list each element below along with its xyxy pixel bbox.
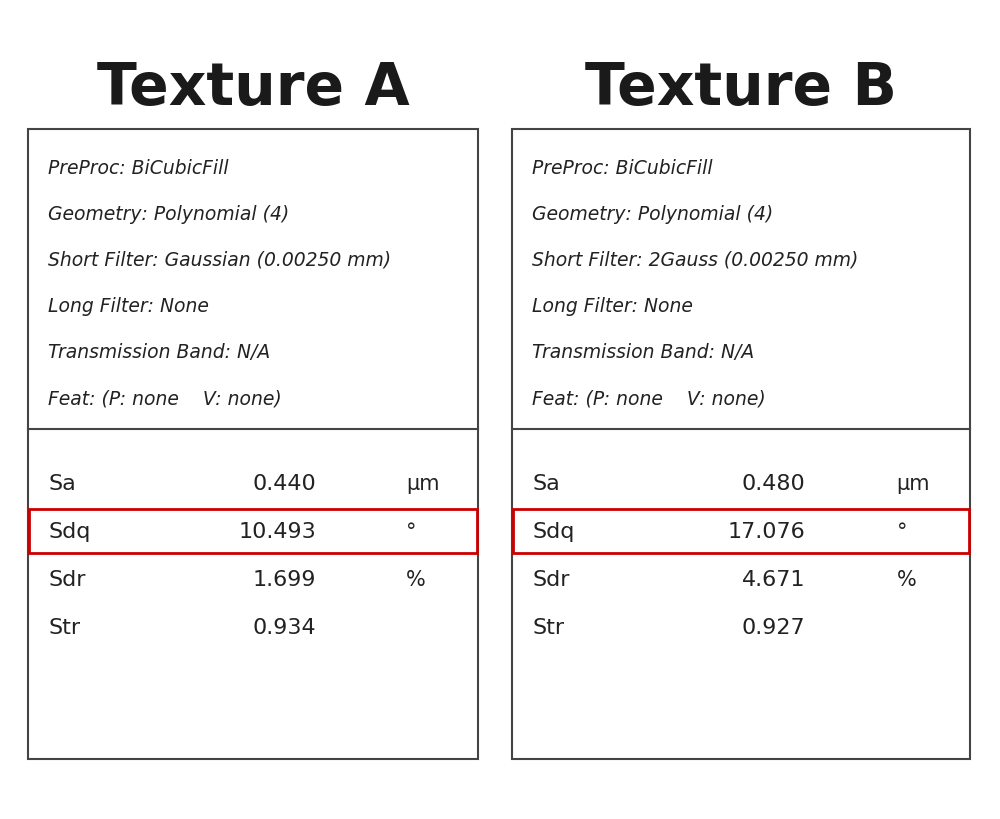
Text: Geometry: Polynomial (4): Geometry: Polynomial (4) (48, 205, 289, 224)
Text: %: % (406, 569, 426, 590)
Text: %: % (897, 569, 916, 590)
Text: PreProc: BiCubicFill: PreProc: BiCubicFill (48, 158, 229, 178)
Bar (512, 130, 970, 759)
Text: Geometry: Polynomial (4): Geometry: Polynomial (4) (532, 205, 773, 224)
Text: Sa: Sa (532, 473, 560, 493)
Text: 17.076: 17.076 (727, 522, 805, 541)
Text: μm: μm (406, 473, 440, 493)
Text: Short Filter: 2Gauss (0.00250 mm): Short Filter: 2Gauss (0.00250 mm) (532, 251, 858, 269)
Text: 0.440: 0.440 (252, 473, 316, 493)
Text: PreProc: BiCubicFill: PreProc: BiCubicFill (532, 158, 713, 178)
Text: Sdq: Sdq (532, 522, 574, 541)
Text: Sdr: Sdr (48, 569, 86, 590)
Text: Sa: Sa (48, 473, 76, 493)
Bar (28, 130, 478, 759)
Text: Short Filter: Gaussian (0.00250 mm): Short Filter: Gaussian (0.00250 mm) (48, 251, 391, 269)
Text: °: ° (897, 522, 907, 541)
Text: Transmission Band: N/A: Transmission Band: N/A (48, 343, 270, 362)
Bar (29, 509, 477, 554)
Text: Long Filter: None: Long Filter: None (532, 296, 693, 315)
Text: 0.480: 0.480 (741, 473, 805, 493)
Text: 4.671: 4.671 (742, 569, 805, 590)
Text: °: ° (406, 522, 416, 541)
Text: Texture B: Texture B (585, 60, 897, 117)
Text: Sdr: Sdr (532, 569, 570, 590)
Text: Texture A: Texture A (97, 60, 409, 117)
Text: μm: μm (897, 473, 930, 493)
Text: 1.699: 1.699 (252, 569, 316, 590)
Text: Str: Str (532, 618, 564, 637)
Text: 0.927: 0.927 (741, 618, 805, 637)
Text: Long Filter: None: Long Filter: None (48, 296, 209, 315)
Text: Transmission Band: N/A: Transmission Band: N/A (532, 343, 754, 362)
Text: Feat: (P: none    V: none): Feat: (P: none V: none) (48, 389, 282, 408)
Text: Str: Str (48, 618, 80, 637)
Text: 10.493: 10.493 (238, 522, 316, 541)
Bar (513, 509, 969, 554)
Text: 0.934: 0.934 (252, 618, 316, 637)
Text: Feat: (P: none    V: none): Feat: (P: none V: none) (532, 389, 766, 408)
Text: Sdq: Sdq (48, 522, 90, 541)
